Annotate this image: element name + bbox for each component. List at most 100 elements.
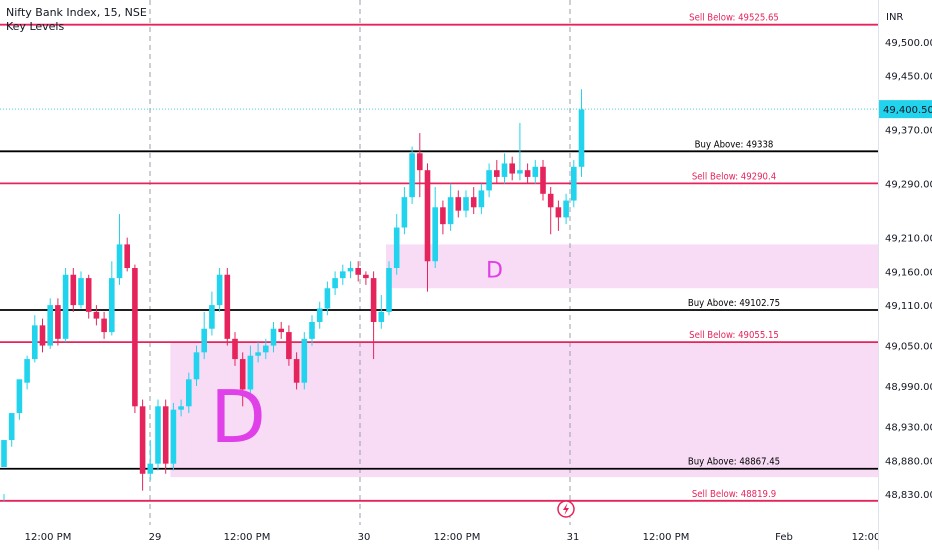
candle[interactable] [340, 264, 346, 285]
candle[interactable] [417, 133, 423, 198]
candle[interactable] [93, 305, 100, 326]
flash-icon[interactable] [557, 500, 575, 518]
candle[interactable] [255, 342, 261, 363]
candle[interactable] [247, 345, 254, 397]
key-level-lines [0, 23, 878, 502]
candle[interactable] [486, 163, 492, 198]
candle[interactable] [455, 190, 462, 218]
candle[interactable] [32, 315, 38, 363]
candle[interactable] [386, 261, 392, 316]
candle[interactable] [216, 268, 223, 312]
candle[interactable] [424, 163, 431, 292]
candle[interactable] [547, 187, 554, 235]
sell-level-label: Sell Below: 48819.9 [692, 489, 776, 500]
candle[interactable] [478, 183, 485, 215]
candle[interactable] [270, 321, 277, 353]
candle[interactable] [201, 311, 207, 360]
candle[interactable] [16, 379, 23, 420]
candle[interactable] [324, 281, 331, 316]
candle[interactable] [301, 332, 308, 390]
buy-level-label: Buy Above: 49338 [695, 139, 774, 150]
candle[interactable] [47, 298, 53, 349]
candle[interactable] [139, 399, 146, 491]
symbol-title[interactable]: Nifty Bank Index, 15, NSE [6, 6, 147, 19]
candle[interactable] [332, 271, 338, 295]
candle[interactable] [101, 311, 107, 339]
candle[interactable] [447, 183, 454, 231]
candle[interactable] [524, 163, 531, 184]
candle[interactable] [563, 193, 569, 225]
price-tick-label: 48,930.00 [885, 423, 932, 434]
candle[interactable] [370, 271, 377, 360]
demand-zone[interactable] [170, 342, 878, 478]
price-tick-label: 49,370.00 [885, 126, 932, 137]
candle[interactable] [224, 268, 231, 346]
candle[interactable] [494, 160, 500, 184]
candle[interactable] [286, 325, 292, 366]
candle[interactable] [401, 187, 408, 235]
candle[interactable] [85, 274, 92, 319]
zone-label: D [210, 375, 265, 459]
candle[interactable] [363, 271, 369, 285]
candle[interactable] [470, 187, 477, 215]
candle[interactable] [162, 399, 169, 474]
last-price-tag[interactable]: 49,400.50 [879, 100, 932, 119]
candle[interactable] [555, 200, 562, 231]
candle[interactable] [155, 399, 161, 471]
candle[interactable] [55, 298, 61, 346]
currency-label[interactable]: INR [886, 12, 904, 23]
price-axis[interactable]: 49,500.00 49,450.00 49,370.00 49,290.00 49,2… [879, 0, 932, 550]
candle[interactable] [147, 440, 154, 481]
key-level-labels: Sell Below: 49525.65 Buy Above: 49338 Sell… [688, 13, 780, 500]
candle[interactable] [178, 399, 184, 417]
price-tick-label: 48,990.00 [885, 382, 932, 393]
candle[interactable] [440, 200, 446, 235]
candle[interactable] [39, 318, 46, 353]
candle[interactable] [278, 321, 284, 339]
candle[interactable] [347, 261, 354, 279]
candle[interactable] [78, 271, 84, 309]
candle[interactable] [116, 214, 123, 285]
time-tick-label: 12:00 PM [224, 532, 271, 543]
candle[interactable] [209, 291, 215, 336]
demand-zone[interactable] [386, 244, 878, 289]
demand-zones [170, 244, 878, 478]
indicator-name[interactable]: Key Levels [6, 20, 65, 33]
candle[interactable] [132, 264, 138, 414]
candle[interactable] [517, 122, 523, 181]
candle[interactable] [1, 440, 7, 501]
candle[interactable] [571, 160, 577, 208]
candle[interactable] [378, 294, 385, 329]
time-tick-label: Feb [775, 532, 793, 543]
candle[interactable] [8, 413, 15, 447]
candle[interactable] [393, 214, 400, 275]
candle[interactable] [24, 355, 30, 390]
candle[interactable] [62, 268, 69, 343]
candle[interactable] [109, 261, 115, 336]
candle[interactable] [532, 160, 539, 184]
price-axis-panel[interactable]: 49,500.00 49,450.00 49,370.00 49,290.00 49,2… [878, 0, 932, 550]
candle[interactable] [70, 268, 77, 312]
candle[interactable] [309, 315, 315, 346]
sell-level-label: Sell Below: 49290.4 [692, 171, 776, 182]
candle[interactable] [355, 261, 361, 282]
candle[interactable] [316, 301, 323, 329]
candle[interactable] [432, 187, 438, 268]
candle[interactable] [170, 402, 177, 471]
candle[interactable] [578, 89, 585, 177]
candle[interactable] [124, 237, 130, 272]
candle[interactable] [239, 352, 246, 407]
candle[interactable] [540, 160, 546, 201]
candle[interactable] [509, 156, 515, 181]
candle[interactable] [263, 338, 269, 360]
candle[interactable] [186, 372, 192, 414]
candle[interactable] [463, 190, 469, 218]
candle[interactable] [293, 352, 300, 390]
candle[interactable] [193, 345, 200, 387]
candle[interactable] [232, 332, 238, 366]
time-tick-label: 12:00 PM [643, 532, 690, 543]
candle[interactable] [501, 153, 508, 184]
candle[interactable] [409, 146, 415, 204]
sell-level-label: Sell Below: 49055.15 [689, 330, 779, 341]
